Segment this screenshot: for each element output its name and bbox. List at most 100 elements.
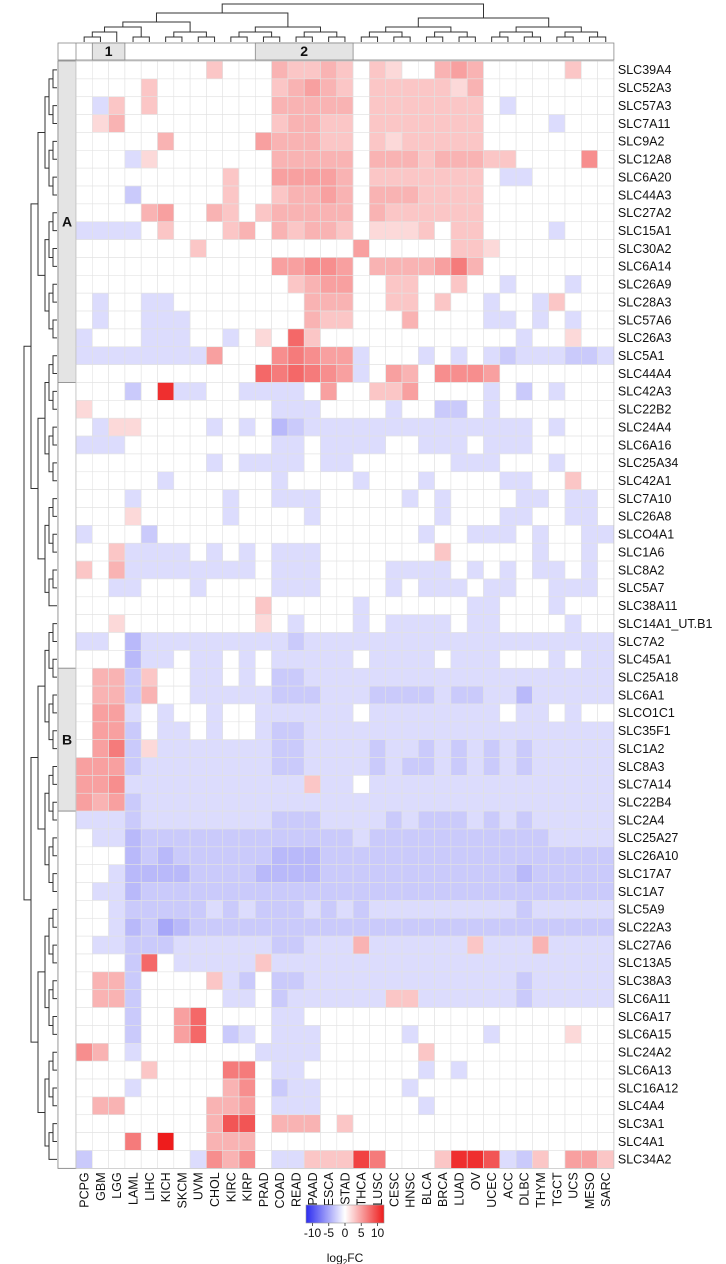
heatmap-cell-SLC3A1-GBM bbox=[92, 1114, 109, 1133]
heatmap-cell-SLC42A3-PRAD bbox=[255, 382, 272, 401]
heatmap-cell-SLC5A1-GBM bbox=[92, 346, 109, 365]
heatmap-cell-SLC30A2-ACC bbox=[499, 239, 517, 258]
heatmap-cell-SLC1A6-LIHC bbox=[140, 542, 158, 562]
heatmap-cell-SLC25A27-MESO bbox=[580, 828, 598, 848]
heatmap-cell-SLC6A20-SKCM bbox=[173, 167, 191, 187]
heatmap-cell-SLC38A3-MESO bbox=[580, 971, 598, 991]
heatmap-cell-SLC1A6-SKCM bbox=[173, 542, 191, 562]
heatmap-cell-SLC57A3-OV bbox=[466, 96, 484, 115]
heatmap-cell-SLC42A3-HNSC bbox=[401, 382, 419, 401]
heatmap-cell-SLC1A6-MESO bbox=[580, 542, 598, 562]
heatmap-cell-SLC52A3-OV bbox=[466, 78, 484, 98]
heatmap-cell-SLC24A4-GBM bbox=[92, 417, 109, 437]
heatmap-cell-SLC6A11-COAD bbox=[271, 989, 289, 1008]
heatmap-cell-SLC8A2-OV bbox=[466, 560, 484, 580]
heatmap-cell-SLC57A3-THYM bbox=[532, 96, 550, 115]
heatmap-cell-SLC7A14-TGCT bbox=[548, 775, 566, 794]
heatmap-cell-SLC6A1-UCS bbox=[564, 685, 582, 705]
heatmap-cell-SLC6A16-BLCA bbox=[417, 435, 435, 455]
heatmap-cell-SLC1A6-HNSC bbox=[401, 542, 419, 562]
heatmap-cell-SLC27A6-KICH bbox=[157, 935, 175, 955]
gene-label-SLC42A1: SLC42A1 bbox=[618, 474, 672, 488]
heatmap-cell-SLC6A20-COAD bbox=[271, 167, 289, 187]
heatmap-cell-SLC7A11-THYM bbox=[532, 114, 550, 133]
heatmap-cell-SLC6A17-THCA bbox=[352, 1007, 370, 1026]
cancer-label-CESC: CESC bbox=[387, 1172, 401, 1207]
heatmap-cell-SLC6A1-CESC bbox=[385, 685, 403, 705]
heatmap-cell-SLC22B4-LIHC bbox=[140, 792, 158, 812]
heatmap-cell-SLC42A1-LUSC bbox=[369, 471, 386, 490]
heatmap-cell-SLC44A3-ESCA bbox=[320, 185, 338, 205]
heatmap-cell-SLC24A4-ACC bbox=[499, 417, 517, 437]
heatmap-cell-SLC1A2-ESCA bbox=[320, 739, 338, 758]
heatmap-cell-SLC22A3-PCPG bbox=[75, 917, 93, 937]
gene-label-SLC38A3: SLC38A3 bbox=[618, 974, 672, 988]
heatmap-cell-SLC13A5-SARC bbox=[597, 953, 615, 973]
heatmap-cell-SLC22B4-LGG bbox=[108, 792, 126, 812]
heatmap-cell-SLC26A9-BLCA bbox=[417, 275, 435, 294]
heatmap-cell-SLC5A9-GBM bbox=[92, 900, 109, 919]
heatmap-cell-SLC25A34-SKCM bbox=[173, 453, 191, 473]
heatmap-cell-SLC44A4-LIHC bbox=[140, 364, 158, 383]
heatmap-cell-SLC14A1_UT.B1-PCPG bbox=[75, 614, 93, 633]
heatmap-cell-SLC1A7-PCPG bbox=[75, 882, 93, 901]
heatmap-cell-SLC13A5-MESO bbox=[580, 953, 598, 973]
heatmap-cell-SLC30A2-PAAD bbox=[303, 239, 321, 258]
heatmap-cell-SLC25A18-KIRP bbox=[238, 667, 256, 687]
heatmap-cell-SLC6A20-THYM bbox=[532, 167, 550, 187]
heatmap-cell-SLC6A1-GBM bbox=[92, 685, 109, 705]
heatmap-cell-SLC22A3-COAD bbox=[271, 917, 289, 937]
heatmap-cell-SLC27A6-ESCA bbox=[320, 935, 338, 955]
heatmap-cell-SLC24A4-MESO bbox=[580, 417, 598, 437]
heatmap-cell-SLC26A10-BLCA bbox=[417, 846, 435, 866]
gene-label-SLC45A1: SLC45A1 bbox=[618, 653, 672, 667]
heatmap-cell-SLC39A4-UCS bbox=[564, 60, 582, 80]
heatmap-cell-SLC45A1-SKCM bbox=[173, 650, 191, 669]
heatmap-cell-SLC22B4-ESCA bbox=[320, 792, 338, 812]
heatmap-cell-SLC15A1-UCS bbox=[564, 221, 582, 240]
heatmap-cell-SLC27A6-LUAD bbox=[450, 935, 468, 955]
heatmap-cell-SLC4A1-KIRC bbox=[222, 1132, 240, 1151]
heatmap-cell-SLC15A1-KICH bbox=[157, 221, 175, 240]
heatmap-cell-SLC22B2-KIRC bbox=[222, 400, 240, 419]
heatmap-cell-SLC44A4-ACC bbox=[499, 364, 517, 383]
heatmap-cell-SLC27A2-PRAD bbox=[255, 203, 272, 223]
row-dendrogram-branch bbox=[52, 390, 57, 410]
heatmap-cell-SLC6A1-STAD bbox=[336, 685, 354, 705]
heatmap-cell-SLC30A2-HNSC bbox=[401, 239, 419, 258]
heatmap-cell-SLC6A1-LAML bbox=[124, 685, 142, 705]
heatmap-cell-SLC6A13-TGCT bbox=[548, 1060, 566, 1080]
heatmap-cell-SLC25A34-KIRC bbox=[222, 453, 240, 473]
heatmap-cell-SLC34A2-READ bbox=[287, 1150, 305, 1169]
heatmap-cell-SLC15A1-LUSC bbox=[369, 221, 386, 240]
heatmap-cell-SLC25A34-LUSC bbox=[369, 453, 386, 473]
heatmap-cell-SLC35F1-CHOL bbox=[206, 721, 223, 740]
heatmap-cell-SLC6A15-THYM bbox=[532, 1025, 550, 1044]
heatmap-cell-SLC6A1-TGCT bbox=[548, 685, 566, 705]
heatmap-cell-SLC28A3-BLCA bbox=[417, 292, 435, 312]
heatmap-cell-SLC26A3-DLBC bbox=[515, 328, 533, 348]
heatmap-cell-SLC5A7-SKCM bbox=[173, 578, 191, 598]
heatmap-cell-SLC8A2-THYM bbox=[532, 560, 550, 580]
heatmap-cell-SLC38A11-BRCA bbox=[434, 596, 452, 615]
heatmap-cell-SLC57A6-OV bbox=[466, 310, 484, 330]
heatmap-cell-SLC45A1-KIRC bbox=[222, 650, 240, 669]
heatmap-cell-SLC9A2-PAAD bbox=[303, 132, 321, 151]
heatmap-cell-SLC7A11-OV bbox=[466, 114, 484, 133]
heatmap-cell-SLC38A3-THYM bbox=[532, 971, 550, 991]
heatmap-cell-SLC27A6-KIRP bbox=[238, 935, 256, 955]
heatmap-cell-SLC42A1-THYM bbox=[532, 471, 550, 490]
column-dendrogram-branch bbox=[368, 31, 403, 37]
heatmap-cell-SLC7A10-ACC bbox=[499, 489, 517, 508]
heatmap-cell-SLC6A17-KICH bbox=[157, 1007, 175, 1026]
heatmap-cell-SLC8A3-OV bbox=[466, 757, 484, 776]
heatmap-cell-SLC34A2-MESO bbox=[580, 1150, 598, 1169]
heatmap-cell-SLC24A4-COAD bbox=[271, 417, 289, 437]
heatmap-cell-SLC38A3-PCPG bbox=[75, 971, 93, 991]
heatmap-cell-SLC42A3-UCS bbox=[564, 382, 582, 401]
row-dendrogram-branch bbox=[44, 524, 49, 593]
heatmap-cell-SLC22B2-KIRP bbox=[238, 400, 256, 419]
heatmap-cell-SLC7A14-COAD bbox=[271, 775, 289, 794]
heatmap-cell-SLC27A2-LIHC bbox=[140, 203, 158, 223]
